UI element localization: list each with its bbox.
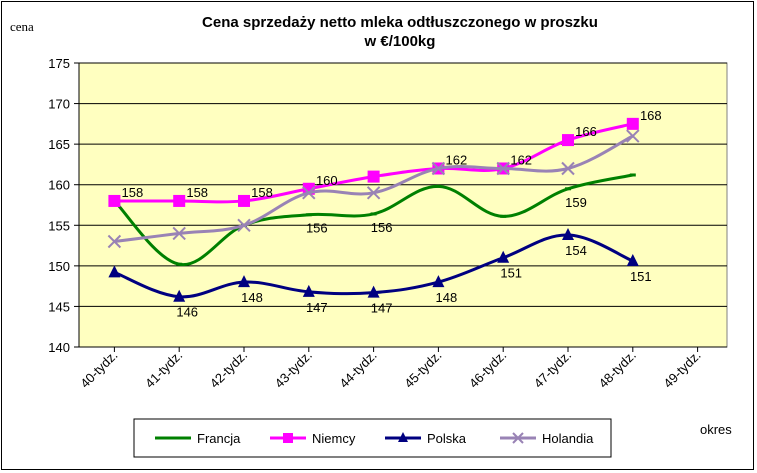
y-tick-label: 150	[48, 259, 70, 274]
marker-triangle	[173, 289, 186, 302]
marker-x	[366, 186, 381, 200]
marker-x	[107, 234, 122, 249]
marker-square	[367, 170, 380, 183]
data-label-niemcy: 158	[186, 185, 208, 200]
marker-x	[237, 218, 251, 232]
x-tick-label: 43-tydz.	[272, 348, 315, 391]
data-label-francja: 159	[565, 195, 587, 210]
marker-triangle	[497, 250, 510, 263]
marker-x	[302, 186, 316, 200]
x-tick-label: 42-tydz.	[207, 348, 250, 391]
data-label-niemcy: 168	[640, 108, 662, 123]
y-tick-label: 160	[48, 178, 70, 193]
marker-triangle	[626, 253, 639, 266]
chart-title-line1: Cena sprzedaży netto mleka odtłuszczoneg…	[202, 14, 598, 31]
marker-x	[496, 161, 510, 176]
marker-square	[238, 194, 250, 207]
marker-square	[562, 134, 574, 147]
data-label-polska: 148	[436, 290, 458, 305]
x-tick-label: 49-tydz.	[660, 348, 703, 391]
data-label-polska: 147	[306, 300, 328, 315]
marker-triangle	[367, 285, 380, 298]
data-label-polska: 147	[371, 301, 393, 316]
x-tick-label: 45-tydz.	[401, 348, 444, 391]
x-tick-label: 44-tydz.	[336, 348, 379, 391]
x-tick-label: 46-tydz.	[466, 348, 509, 391]
marker-triangle	[432, 275, 445, 288]
marker-x	[512, 432, 524, 444]
y-tick-label: 165	[48, 137, 70, 152]
marker-triangle	[238, 275, 250, 288]
data-labels: 156 156 159 158 158 158 160 162 162 166 168 146 148 1…	[122, 108, 662, 320]
legend: Francja Niemcy Polska Holandia	[133, 418, 612, 458]
data-label-francja: 156	[371, 220, 393, 235]
y-tick-label: 145	[48, 299, 70, 314]
marker-triangle	[108, 265, 121, 278]
marker-x	[172, 226, 186, 241]
x-tick-label: 41-tydz.	[142, 348, 185, 391]
legend-label-niemcy: Niemcy	[312, 431, 356, 446]
legend-label-francja: Francja	[197, 431, 241, 446]
marker-triangle	[302, 284, 315, 297]
data-label-polska: 151	[630, 269, 652, 284]
legend-label-holandia: Holandia	[542, 431, 594, 446]
data-label-polska: 151	[500, 266, 522, 281]
y-tick-label: 140	[48, 340, 70, 355]
y-tick-label: 155	[48, 218, 70, 233]
x-tick-label: 40-tydz.	[77, 348, 120, 391]
chart-title-line2: w €/100kg	[364, 33, 436, 50]
x-axis-label: okres	[700, 422, 732, 437]
data-label-niemcy: 160	[316, 173, 338, 188]
marker-square	[626, 117, 639, 130]
marker-x	[561, 161, 575, 176]
y-tick-label: 170	[48, 97, 70, 112]
data-label-francja: 156	[306, 221, 328, 236]
data-label-polska: 148	[241, 290, 263, 305]
y-tick-label: 175	[48, 56, 70, 71]
x-tick-label: 47-tydz.	[531, 348, 574, 391]
data-label-polska: 154	[565, 243, 587, 258]
data-label-niemcy: 162	[510, 152, 532, 167]
series-layer	[107, 117, 640, 302]
legend-label-polska: Polska	[427, 431, 467, 446]
y-axis-label: cena	[10, 19, 34, 34]
series-polska	[108, 228, 639, 302]
marker-triangle	[562, 228, 574, 241]
marker-x	[626, 129, 640, 143]
data-label-niemcy: 158	[251, 185, 273, 200]
data-label-niemcy: 162	[446, 152, 468, 167]
marker-square	[108, 194, 121, 207]
marker-square	[283, 433, 293, 443]
marker-square	[173, 194, 186, 207]
x-tick-label: 48-tydz.	[596, 348, 639, 391]
gridlines	[79, 62, 727, 307]
series-holandia	[107, 129, 640, 249]
data-label-niemcy: 158	[122, 185, 144, 200]
data-label-polska: 146	[176, 305, 198, 320]
marker-triangle	[398, 432, 408, 442]
marker-x	[431, 161, 446, 176]
data-label-niemcy: 166	[575, 124, 597, 139]
